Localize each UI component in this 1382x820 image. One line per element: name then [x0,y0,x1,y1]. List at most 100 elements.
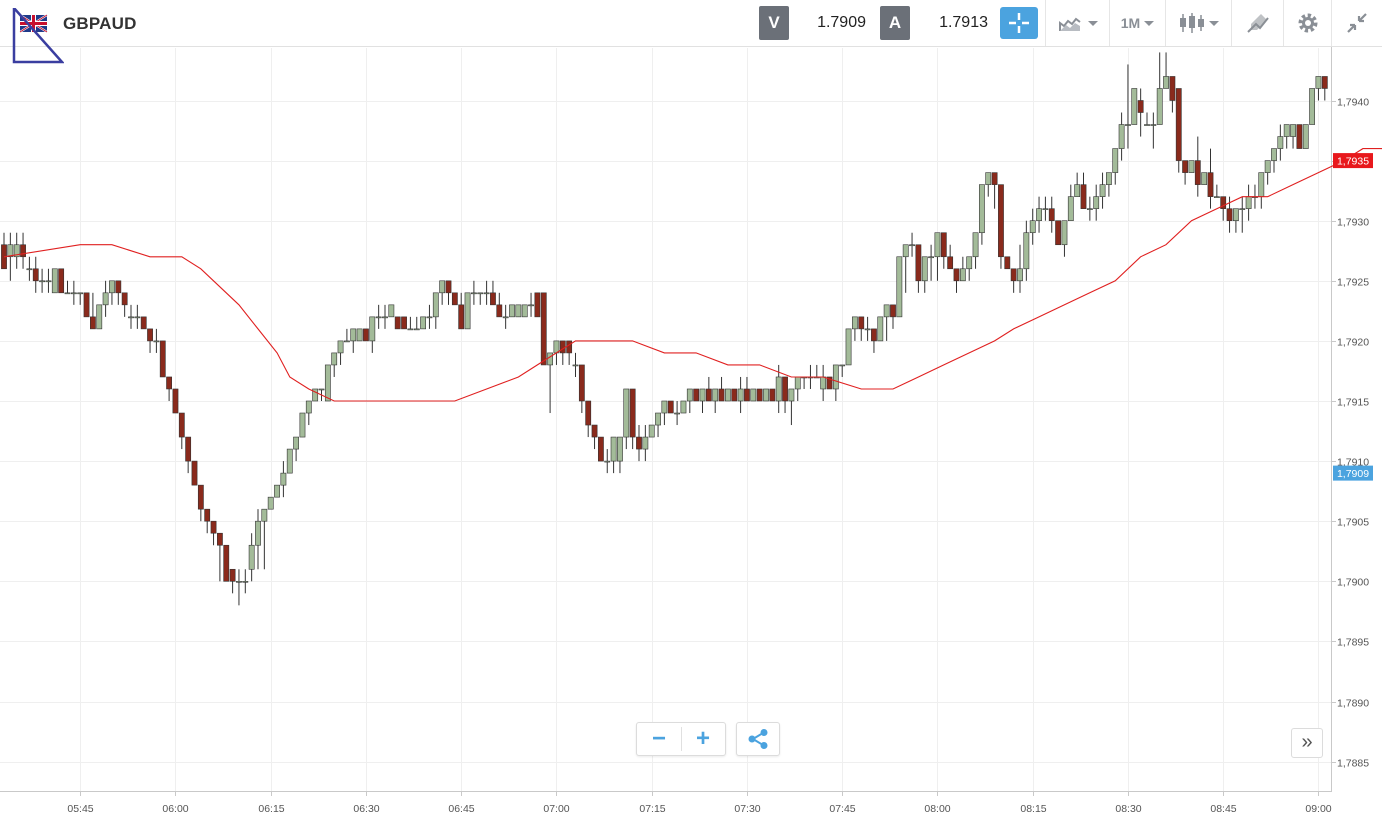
candle [655,412,661,438]
candle-body-down [32,268,39,282]
candle-body-down [1010,268,1017,282]
candle-style-button[interactable] [1165,0,1231,46]
candle [712,388,719,414]
candle-body-up [464,292,471,330]
candle-body-up [64,292,71,295]
candle-body-down [223,544,230,582]
candle [217,532,223,582]
candle [458,292,465,330]
share-button[interactable] [736,722,780,756]
candle [1080,172,1087,209]
candle [839,364,846,377]
candle [255,509,261,570]
candle-body-up [153,340,160,343]
zoom-out-button[interactable]: − [651,725,666,752]
candle [1156,52,1163,125]
candle [1233,208,1239,233]
candle [109,280,115,305]
candle-body-up [1086,208,1093,210]
candle [1036,196,1042,233]
candle-body-up [737,388,744,402]
candle [940,232,947,269]
candle-body-up [1017,268,1023,282]
candle [1125,64,1131,149]
candle [1029,208,1036,245]
time-tick-label: 05:45 [67,803,93,815]
price-tick-label: 1,7890 [1337,698,1369,710]
zoom-in-button[interactable]: + [695,725,710,752]
candle [1321,76,1328,101]
candle [1150,112,1157,149]
candle-body-up [343,340,350,343]
candle-body-down [591,424,598,438]
candle [1194,136,1201,197]
timeframe-button[interactable]: 1M [1109,0,1165,46]
candle [1277,124,1284,161]
candle-body-down [1321,76,1328,89]
candle-body-up [896,256,903,318]
buy-price[interactable]: 1.7913 [939,14,988,31]
line-chart-icon [1058,17,1081,31]
candle-body-up [13,244,20,258]
candle [1144,112,1150,126]
candle-body-down [394,316,401,330]
candle-body-up [1029,220,1036,234]
candle-body-up [413,328,420,331]
candle-body-up [1271,148,1277,161]
crosshair-button[interactable] [1000,7,1038,39]
candle [1017,244,1023,293]
collapse-button[interactable] [1331,0,1382,46]
time-axis: 05:45 06:00 06:15 06:30 06:45 07:00 07:15 07:30… [67,791,1332,815]
candle [64,280,71,295]
candle [432,292,439,329]
candle [90,292,96,330]
candle-body-up [1144,124,1150,126]
candle [134,304,141,329]
candle-body-up [312,388,319,402]
drawing-tools-button[interactable] [1231,0,1283,46]
candles-icon [1179,13,1204,33]
candle [509,304,515,318]
candle [293,436,299,462]
candle [369,316,376,353]
candle-body-down [1207,172,1214,197]
candle-body-up [102,292,109,306]
candle [801,376,807,389]
candle [674,401,680,426]
settings-button[interactable] [1283,0,1331,46]
candle-body-down [629,388,636,438]
sell-price[interactable]: 1.7909 [817,14,866,31]
price-chart[interactable]: 1,78851,78901,78951,79001,79051,79101,79… [0,47,1382,820]
candle-body-up [274,484,280,498]
candle [70,280,77,305]
candle-body-down [1055,220,1061,246]
candle [382,304,388,329]
candle-body-down [121,292,128,306]
candle-body-down [1182,160,1188,173]
candle-body-up [623,388,630,438]
candle-body-up [794,376,801,390]
candle [763,388,769,402]
candle-body-up [572,364,579,367]
drawing-icon [1246,14,1269,33]
scroll-to-end-button[interactable]: » [1291,728,1323,758]
candle [782,376,788,414]
candle [439,280,446,305]
chart-type-button[interactable] [1045,0,1109,46]
candle-body-up [909,244,915,247]
sell-label[interactable]: V [759,6,789,40]
candle [915,244,922,293]
candle [604,449,611,474]
candle-body-down [1220,196,1227,209]
candle [496,292,503,318]
candle [229,568,236,594]
candle-body-up [1042,208,1049,210]
candle-body-down [159,340,166,378]
candle [902,244,909,293]
candle-body-up [1112,148,1119,173]
buy-label[interactable]: A [880,6,910,40]
candle [832,364,839,401]
candle [280,461,287,498]
candle-body-up [1023,232,1030,270]
candle [883,304,890,341]
